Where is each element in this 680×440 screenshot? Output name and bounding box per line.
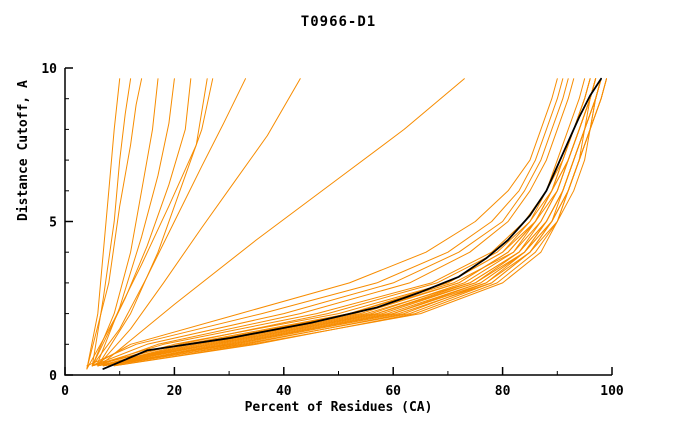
y-tick-label: 10	[41, 62, 57, 77]
model-curve	[86, 78, 208, 370]
model-curve	[97, 78, 301, 367]
model-curve	[97, 78, 597, 367]
x-tick-label: 80	[495, 384, 511, 399]
model-curve	[102, 78, 465, 364]
model-curve	[91, 78, 132, 367]
model-curve	[86, 78, 143, 370]
model-curve	[113, 78, 607, 367]
x-tick-label: 60	[385, 384, 401, 399]
model-curve	[97, 78, 214, 367]
y-tick-label: 5	[49, 216, 57, 231]
x-tick-label: 40	[276, 384, 292, 399]
model-curve	[108, 78, 607, 367]
y-tick-label: 0	[49, 369, 57, 384]
model-curve	[91, 78, 558, 367]
x-axis-label: Percent of Residues (CA)	[244, 400, 433, 415]
chart-title: T0966-D1	[300, 14, 377, 30]
model-curve	[97, 78, 575, 367]
model-curve	[91, 78, 569, 367]
x-tick-label: 20	[167, 384, 183, 399]
reference-curve	[102, 77, 602, 370]
model-curve	[102, 78, 602, 367]
model-curve	[86, 78, 564, 367]
x-tick-label: 0	[61, 384, 69, 399]
model-curve	[91, 78, 159, 367]
model-curve	[91, 78, 192, 367]
model-curve	[91, 78, 246, 367]
model-curve	[97, 78, 602, 367]
x-tick-label: 100	[600, 384, 624, 399]
model-curve	[86, 78, 121, 370]
